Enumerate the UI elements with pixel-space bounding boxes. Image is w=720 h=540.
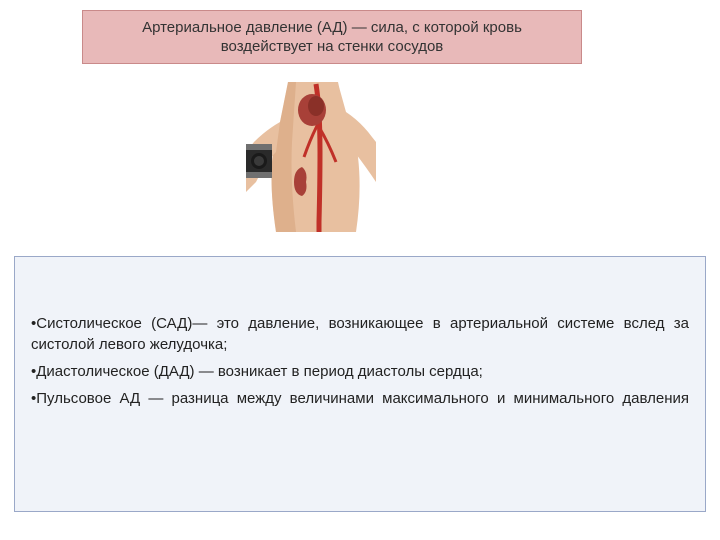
anatomy-svg [246, 82, 376, 232]
header-text: Артериальное давление (АД) — сила, с кот… [103, 18, 561, 57]
bullet-systolic: •Систолическое (САД)— это давление, возн… [31, 313, 689, 355]
anatomy-illustration [246, 82, 376, 232]
content-definitions-box: •Систолическое (САД)— это давление, возн… [14, 256, 706, 512]
header-definition-box: Артериальное давление (АД) — сила, с кот… [82, 10, 582, 64]
bullet-pulse: •Пульсовое АД — разница между величинами… [31, 388, 689, 409]
bullet-diastolic: •Диастолическое (ДАД) — возникает в пери… [31, 361, 689, 382]
